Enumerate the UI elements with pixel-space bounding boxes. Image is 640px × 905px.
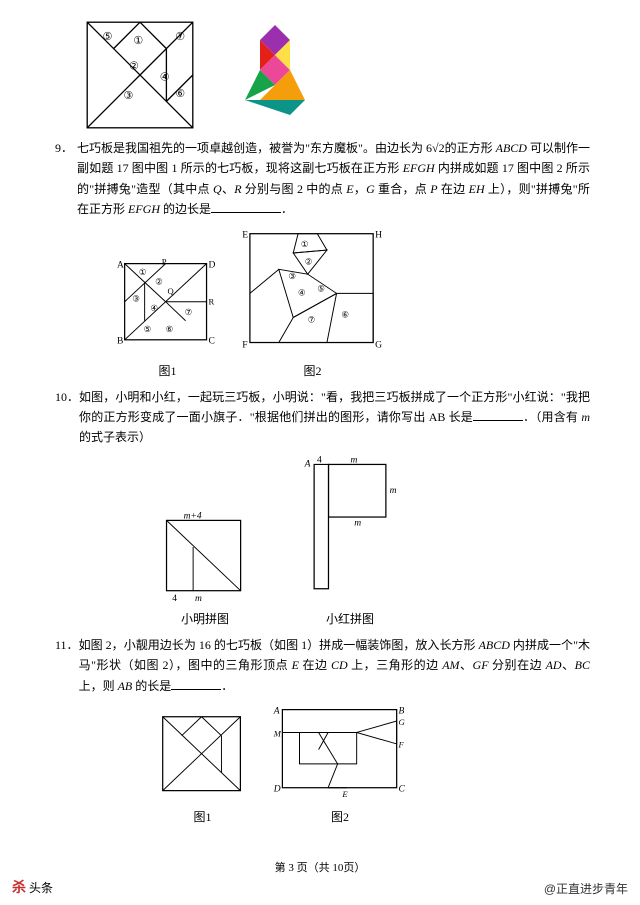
svg-text:⑤: ⑤ (317, 283, 325, 293)
svg-text:m: m (354, 517, 361, 528)
svg-text:C: C (399, 784, 406, 794)
p11-fig2-svg: A B G F M D E C (270, 702, 410, 802)
piece-label: ⑥ (175, 88, 185, 100)
piece-label: ④ (160, 72, 170, 84)
kill-icon: 杀 (12, 877, 26, 897)
problem-number: 11． (55, 635, 79, 696)
svg-text:③: ③ (132, 293, 140, 303)
problem-text: 如图 2，小靓用边长为 16 的七巧板（如图 1）拼成一幅装饰图，放入长方形 A… (79, 635, 590, 696)
svg-text:A: A (117, 260, 124, 270)
svg-text:②: ② (305, 256, 313, 266)
figure-caption: 图1 (115, 362, 220, 379)
p10-fig2-svg: A 4 m m m (295, 454, 405, 604)
figure-caption: 图2 (270, 808, 410, 825)
svg-text:G: G (399, 717, 405, 727)
page-number: 第 3 页 (275, 862, 308, 874)
svg-text:R: R (208, 296, 214, 306)
answer-blank (211, 199, 281, 213)
watermark-left-text: 头条 (29, 879, 53, 896)
p10-figure1: m+4 m 4 小明拼图 (155, 509, 255, 627)
svg-text:⑤: ⑤ (144, 324, 152, 334)
problem-text: 七巧板是我国祖先的一项卓越创造，被誉为"东方魔板"。由边长为 6√2的正方形 A… (77, 138, 590, 220)
svg-text:④: ④ (298, 287, 306, 297)
figure-caption: 小明拼图 (155, 610, 255, 627)
p11-fig1-svg (155, 712, 250, 802)
svg-text:⑦: ⑦ (308, 314, 316, 324)
problem-text: 如图，小明和小红，一起玩三巧板，小明说："看，我把三巧板拼成了一个正方形"小红说… (79, 387, 590, 448)
problem-9-figures: A B C D P Q R ① ② ③ ④ ⑤ ⑥ ⑦ 图1 E F (115, 226, 590, 379)
p9-figure1: A B C D P Q R ① ② ③ ④ ⑤ ⑥ ⑦ 图1 (115, 256, 220, 379)
svg-text:F: F (242, 339, 247, 350)
svg-text:D: D (273, 784, 281, 794)
svg-text:m: m (195, 594, 202, 604)
svg-text:A: A (273, 706, 280, 716)
svg-text:④: ④ (150, 303, 158, 313)
svg-text:D: D (208, 260, 215, 270)
svg-text:③: ③ (288, 271, 296, 281)
svg-text:m: m (390, 485, 397, 496)
svg-text:H: H (375, 229, 382, 240)
p10-figure2: A 4 m m m 小红拼图 (295, 454, 405, 627)
svg-text:m+4: m+4 (184, 511, 202, 521)
svg-text:B: B (117, 336, 123, 346)
piece-label: ① (133, 35, 143, 47)
svg-text:Q: Q (168, 286, 175, 296)
p10-fig1-svg: m+4 m 4 (155, 509, 255, 604)
top-figure-row: ⑤ ① ⑦ ② ④ ③ ⑥ (55, 20, 590, 130)
piece-label: ③ (124, 90, 134, 102)
svg-text:F: F (398, 740, 405, 750)
svg-text:⑦: ⑦ (185, 307, 193, 317)
svg-text:A: A (304, 458, 311, 469)
p11-figure1: 图1 (155, 712, 250, 825)
page-footer: 第 3 页（共 10页） (0, 859, 640, 875)
svg-text:m: m (350, 454, 357, 465)
problem-10: 10． 如图，小明和小红，一起玩三巧板，小明说："看，我把三巧板拼成了一个正方形… (55, 387, 590, 448)
p9-fig1-svg: A B C D P Q R ① ② ③ ④ ⑤ ⑥ ⑦ (115, 256, 220, 356)
svg-text:4: 4 (172, 594, 177, 604)
svg-text:C: C (208, 336, 214, 346)
piece-label: ② (129, 61, 139, 73)
answer-blank (473, 407, 523, 421)
svg-text:②: ② (155, 276, 163, 286)
piece-label: ⑤ (103, 31, 113, 43)
figure-caption: 小红拼图 (295, 610, 405, 627)
figure-caption: 图1 (155, 808, 250, 825)
answer-blank (171, 676, 221, 690)
watermark-left: 杀 头条 (12, 877, 53, 897)
p9-fig2-svg: E F G H ① ② ③ ④ ⑤ ⑥ ⑦ (240, 226, 385, 356)
problem-9: 9． 七巧板是我国祖先的一项卓越创造，被誉为"东方魔板"。由边长为 6√2的正方… (55, 138, 590, 220)
problem-number: 10． (55, 387, 79, 448)
svg-text:⑥: ⑥ (341, 309, 349, 319)
watermark-right: @正直进步青年 (544, 880, 628, 897)
problem-11-figures: 图1 A B G F M D E C 图2 (155, 702, 590, 825)
problem-11: 11． 如图 2，小靓用边长为 16 的七巧板（如图 1）拼成一幅装饰图，放入长… (55, 635, 590, 696)
tangram-square-figure: ⑤ ① ⑦ ② ④ ③ ⑥ (85, 20, 195, 130)
p9-figure2: E F G H ① ② ③ ④ ⑤ ⑥ ⑦ 图2 (240, 226, 385, 379)
svg-text:B: B (399, 706, 405, 716)
problem-10-figures: m+4 m 4 小明拼图 A 4 m m m 小红拼图 (155, 454, 590, 627)
svg-text:M: M (273, 728, 282, 738)
svg-text:⑥: ⑥ (166, 324, 174, 334)
svg-text:E: E (242, 229, 248, 240)
figure-caption: 图2 (240, 362, 385, 379)
svg-text:4: 4 (317, 454, 322, 465)
svg-text:P: P (162, 256, 167, 266)
problem-number: 9． (55, 138, 77, 220)
svg-text:①: ① (139, 267, 147, 277)
piece-label: ⑦ (175, 31, 185, 43)
svg-text:E: E (341, 789, 348, 799)
svg-text:G: G (375, 339, 382, 350)
svg-text:①: ① (301, 239, 309, 249)
colored-bird-figure (225, 20, 325, 130)
p11-figure2: A B G F M D E C 图2 (270, 702, 410, 825)
